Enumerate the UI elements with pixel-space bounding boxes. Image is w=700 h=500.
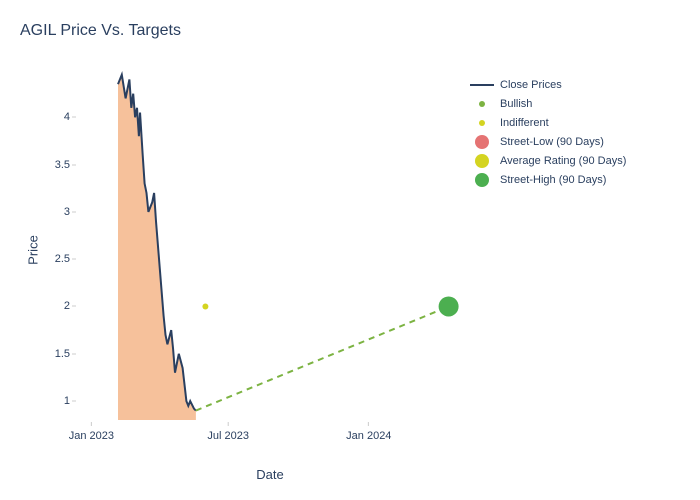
x-tick-mark	[368, 422, 369, 426]
x-tick-label: Jul 2023	[207, 430, 249, 442]
legend-label: Indifferent	[500, 117, 549, 129]
legend-dot-swatch	[479, 120, 485, 126]
y-tick-mark	[72, 353, 76, 354]
x-tick-mark	[228, 422, 229, 426]
y-tick-label: 3.5	[40, 159, 70, 171]
legend: Close Prices Bullish Indifferent Street-Low…	[470, 75, 626, 189]
y-tick-label: 4	[40, 111, 70, 123]
legend-dot-wrap	[470, 135, 494, 149]
legend-item[interactable]: Street-Low (90 Days)	[470, 132, 626, 151]
legend-dot-wrap	[470, 154, 494, 168]
x-tick-label: Jan 2024	[346, 430, 391, 442]
y-tick-mark	[72, 117, 76, 118]
y-tick-label: 1	[40, 395, 70, 407]
y-axis-label: Price	[25, 235, 40, 265]
y-tick-mark	[72, 306, 76, 307]
y-tick-mark	[72, 164, 76, 165]
y-tick-mark	[72, 401, 76, 402]
x-tick-label: Jan 2023	[69, 430, 114, 442]
legend-label: Street-High (90 Days)	[500, 174, 606, 186]
legend-item[interactable]: Street-High (90 Days)	[470, 170, 626, 189]
legend-dot-wrap	[470, 120, 494, 126]
chart-title: AGIL Price Vs. Targets	[20, 22, 181, 40]
legend-label: Close Prices	[500, 79, 562, 91]
legend-item[interactable]: Close Prices	[470, 75, 626, 94]
y-tick-label: 3	[40, 206, 70, 218]
legend-label: Average Rating (90 Days)	[500, 155, 626, 167]
chart-plot-area: 11.522.533.54 Jan 2023Jul 2023Jan 2024	[80, 70, 460, 420]
y-tick-mark	[72, 259, 76, 260]
legend-item[interactable]: Average Rating (90 Days)	[470, 151, 626, 170]
y-tick-mark	[72, 211, 76, 212]
legend-line-swatch	[470, 84, 494, 86]
y-tick-label: 1.5	[40, 348, 70, 360]
x-axis-label: Date	[256, 467, 283, 482]
legend-item[interactable]: Bullish	[470, 94, 626, 113]
legend-dot-swatch	[475, 154, 489, 168]
legend-dot-wrap	[470, 101, 494, 107]
marker-svg	[80, 70, 460, 420]
legend-label: Street-Low (90 Days)	[500, 136, 604, 148]
legend-dot-wrap	[470, 173, 494, 187]
x-tick-mark	[91, 422, 92, 426]
indifferent-marker	[202, 303, 208, 309]
legend-dot-swatch	[479, 101, 485, 107]
target-marker	[439, 296, 459, 316]
y-tick-label: 2.5	[40, 253, 70, 265]
legend-dot-swatch	[475, 135, 489, 149]
legend-item[interactable]: Indifferent	[470, 113, 626, 132]
y-tick-label: 2	[40, 300, 70, 312]
legend-dot-swatch	[475, 173, 489, 187]
legend-label: Bullish	[500, 98, 532, 110]
